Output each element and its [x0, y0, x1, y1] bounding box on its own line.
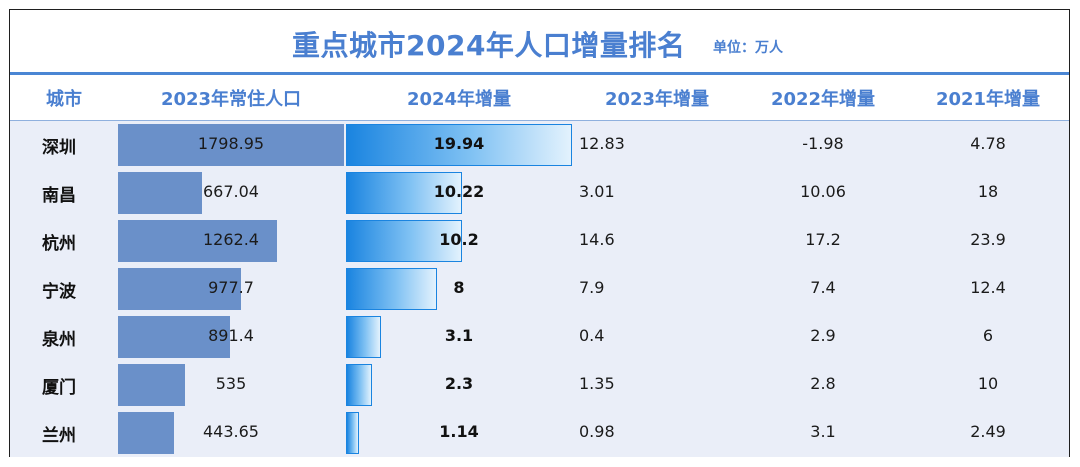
pop2023-bar — [118, 124, 344, 166]
city-name: 厦门 — [42, 378, 76, 398]
inc2023-value: 3.01 — [579, 182, 615, 201]
inc2022-value: 3.1 — [810, 422, 836, 441]
pop2023-value: 1798.95 — [197, 134, 265, 153]
inc2021-value: 23.9 — [970, 230, 1006, 249]
inc2023-value: 0.4 — [579, 326, 605, 345]
inc2023-value: 12.83 — [579, 134, 625, 153]
header-divider — [10, 72, 1069, 75]
inc2023-value: 0.98 — [579, 422, 615, 441]
inc2024-bar — [346, 364, 373, 406]
inc2024-value: 1.14 — [439, 422, 479, 441]
inc2024-value: 8 — [453, 278, 465, 297]
inc2024-bar — [346, 412, 359, 454]
inc2024-bar — [346, 124, 572, 166]
header-inc2023: 2023年增量 — [604, 89, 710, 110]
header-pop2023: 2023年常住人口 — [160, 89, 302, 110]
pop2023-value: 443.65 — [203, 422, 259, 441]
header-inc2024: 2024年增量 — [406, 89, 512, 110]
inc2024-value: 3.1 — [444, 326, 474, 345]
header-bottom-line — [10, 120, 1069, 121]
pop2023-bar — [118, 364, 186, 406]
city-name: 泉州 — [42, 330, 76, 350]
table-row: 兰州 443.65 1.14 0.98 3.1 2.49 — [10, 409, 1069, 457]
city-name: 兰州 — [42, 426, 76, 446]
table-row: 南昌 667.04 10.22 3.01 10.06 18 — [10, 169, 1069, 217]
pop2023-bar — [118, 316, 230, 358]
inc2022-value: -1.98 — [802, 134, 844, 153]
pop2023-value: 891.4 — [208, 326, 254, 345]
pop2023-value: 1262.4 — [203, 230, 259, 249]
header-inc2021: 2021年增量 — [935, 89, 1041, 110]
city-name: 南昌 — [42, 186, 76, 206]
header-city: 城市 — [46, 89, 82, 110]
pop2023-bar — [118, 412, 174, 454]
city-name: 宁波 — [42, 282, 76, 302]
table-row: 宁波 977.7 8 7.9 7.4 12.4 — [10, 265, 1069, 313]
pop2023-value: 667.04 — [203, 182, 259, 201]
inc2022-value: 2.8 — [810, 374, 836, 393]
table-body: 深圳 1798.95 19.94 12.83 -1.98 4.78 南昌 667.04 10.2… — [10, 121, 1069, 457]
inc2024-value: 10.22 — [433, 182, 485, 201]
inc2021-value: 18 — [977, 182, 999, 201]
inc2022-value: 10.06 — [800, 182, 846, 201]
inc2024-bar — [346, 172, 462, 214]
pop2023-value: 977.7 — [208, 278, 254, 297]
inc2022-value: 2.9 — [810, 326, 836, 345]
table-header: 城市 2023年常住人口 2024年增量 2023年增量 2022年增量 202… — [10, 75, 1069, 120]
pop2023-bar — [118, 220, 277, 262]
inc2021-value: 4.78 — [970, 134, 1006, 153]
inc2021-value: 12.4 — [970, 278, 1006, 297]
table-row: 深圳 1798.95 19.94 12.83 -1.98 4.78 — [10, 121, 1069, 169]
pop2023-bar — [118, 172, 202, 214]
header-inc2022: 2022年增量 — [770, 89, 876, 110]
pop2023-value: 535 — [215, 374, 247, 393]
inc2022-value: 7.4 — [810, 278, 836, 297]
inc2021-value: 10 — [977, 374, 999, 393]
city-name: 深圳 — [42, 138, 76, 158]
inc2024-value: 19.94 — [433, 134, 485, 153]
page-title: 重点城市2024年人口增量排名 — [292, 29, 686, 62]
ranking-table: 重点城市2024年人口增量排名 单位：万人 城市 2023年常住人口 2024年… — [9, 9, 1070, 457]
inc2021-value: 2.49 — [970, 422, 1006, 441]
inc2024-bar — [346, 316, 382, 358]
inc2024-value: 2.3 — [444, 374, 474, 393]
inc2021-value: 6 — [982, 326, 994, 345]
table-row: 杭州 1262.4 10.2 14.6 17.2 23.9 — [10, 217, 1069, 265]
inc2023-value: 7.9 — [579, 278, 605, 297]
inc2024-bar — [346, 268, 437, 310]
table-row: 厦门 535 2.3 1.35 2.8 10 — [10, 361, 1069, 409]
title-bar: 重点城市2024年人口增量排名 单位：万人 — [10, 10, 1069, 72]
unit-label: 单位：万人 — [713, 40, 783, 56]
inc2024-bar — [346, 220, 462, 262]
inc2023-value: 1.35 — [579, 374, 615, 393]
table-row: 泉州 891.4 3.1 0.4 2.9 6 — [10, 313, 1069, 361]
inc2022-value: 17.2 — [805, 230, 841, 249]
inc2024-value: 10.2 — [439, 230, 479, 249]
inc2023-value: 14.6 — [579, 230, 615, 249]
pop2023-bar — [118, 268, 241, 310]
city-name: 杭州 — [42, 234, 76, 254]
